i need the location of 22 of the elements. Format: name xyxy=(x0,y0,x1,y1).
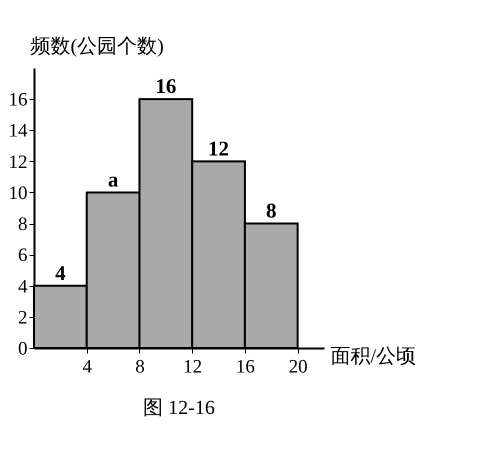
data-label: 12 xyxy=(208,136,230,160)
y-tick-label: 2 xyxy=(18,307,28,328)
y-tick-label: 4 xyxy=(18,276,28,298)
data-label: 8 xyxy=(266,198,277,223)
x-tick-label: 20 xyxy=(288,356,308,378)
y-tick-label: 6 xyxy=(18,245,28,266)
data-label: a xyxy=(108,167,119,192)
y-tick-label: 14 xyxy=(8,120,28,142)
y-tick-label: 10 xyxy=(8,182,28,204)
x-tick-label: 8 xyxy=(135,356,145,378)
y-tick-label: 8 xyxy=(18,214,28,236)
x-tick-label: 16 xyxy=(236,356,255,378)
y-tick-label: 12 xyxy=(8,152,28,173)
x-tick-label: 12 xyxy=(183,356,202,378)
data-label: 4 xyxy=(55,260,66,285)
x-tick-label: 4 xyxy=(82,356,92,378)
caption: 图 12-16 xyxy=(143,397,215,419)
y-axis-title: 频数(公园个数) xyxy=(30,36,164,58)
y-tick-label: 0 xyxy=(18,338,28,360)
y-tick-label: 16 xyxy=(8,90,28,111)
x-axis-title: 面积/公顷 xyxy=(330,346,416,368)
data-label: 16 xyxy=(155,74,176,98)
